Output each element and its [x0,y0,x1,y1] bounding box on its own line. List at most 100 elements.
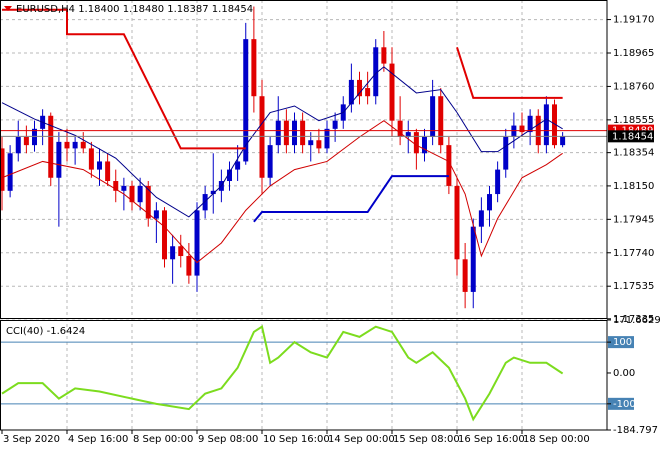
x-tick-label: 9 Sep 08:00 [198,434,258,445]
candle-body [227,169,232,182]
x-tick-label: 14 Sep 00:00 [328,434,395,445]
y-tick-label: 1.18965 [613,48,654,59]
y-tick-label: 171.6629 [613,315,660,326]
candle-body [0,148,5,191]
candle-body [405,132,411,137]
indicator-line [2,8,246,150]
y-tick-label: 1.19170 [613,15,654,26]
level-label-box [608,336,634,349]
candle-body [332,120,338,129]
candle-body [15,136,21,154]
candle-body [292,120,297,146]
indicator-title: CCI(40) -1.6424 [6,326,85,337]
y-tick-label: 1.18555 [613,115,654,126]
y-tick-label: 1.18354 [613,148,654,159]
candle-body [552,104,557,146]
indicator-line [1,120,563,264]
candle-body [413,132,419,154]
y-tick-label: 1.17535 [613,281,654,292]
candle-body [462,259,468,292]
x-tick-label: 16 Sep 16:00 [458,434,525,445]
candle-body [259,96,265,178]
x-tick-label: 3 Sep 2020 [3,434,60,445]
candle-body [511,125,517,137]
price-label-box [608,130,654,143]
candle-body [381,47,387,64]
candle-body [162,210,167,260]
candle-body [438,96,444,146]
candle-body [243,39,249,162]
candle-body [365,88,371,97]
y-tick-label: -100 [613,399,636,410]
candle-body [308,140,314,146]
y-tick-label: -184.797 [613,425,658,436]
level-label-box [608,397,634,410]
x-tick-label: 4 Sep 16:00 [68,434,128,445]
price-label: 1.18454 [612,131,653,142]
candle-body [430,96,436,137]
candle-body [527,115,533,133]
candle-body [202,194,208,211]
candle-body [32,128,37,146]
indicator-frame [0,320,608,431]
indicator-line [1,66,563,218]
candle-body [56,141,62,178]
candle-body [7,153,13,191]
candle-body [80,141,86,149]
y-tick-label: 1.18150 [613,181,654,192]
candle-body [194,210,200,276]
candle-body [235,161,241,170]
candle-body [48,115,54,178]
x-tick-label: 15 Sep 08:00 [393,434,460,445]
candle-body [186,256,192,276]
y-tick-label: 1.17945 [613,214,654,225]
candle-body [446,145,452,186]
candle-body [251,39,257,97]
candle-body [121,185,127,191]
candle-body [454,185,460,260]
candle-body [275,120,281,146]
candle-body [357,79,362,97]
candle-body [503,136,509,170]
candle-body [487,194,492,211]
candle-body [478,210,484,227]
candle-body [137,185,143,203]
y-tick-label: 100 [613,337,632,348]
candle-body [97,161,102,170]
candle-body [283,120,289,146]
candle-body [113,181,119,191]
chart-title: EURUSD,H4 1.18400 1.18480 1.18387 1.1845… [16,4,253,15]
y-tick-label: 0.00 [613,368,635,379]
candle-body [397,120,403,137]
collapse-icon[interactable] [4,6,12,11]
x-tick-label: 8 Sep 00:00 [133,434,193,445]
candle-body [560,136,566,146]
candle-body [23,136,29,146]
candle-body [373,47,379,97]
candle-body [105,161,111,182]
candle-body [543,104,549,146]
candle-body [170,246,176,260]
candle-body [316,140,322,149]
candle-body [348,79,354,105]
candle-body [153,210,159,219]
candle-body [470,226,476,292]
y-tick-label: 1.17335 [613,314,654,325]
candle-body [210,190,216,195]
y-tick-label: 1.18760 [613,81,654,92]
candle-body [129,185,135,203]
indicator-line [253,175,449,223]
candle-body [267,145,273,178]
candle-body [300,120,306,146]
x-tick-label: 18 Sep 00:00 [523,434,590,445]
indicator-line [456,46,563,99]
main-frame [0,0,608,319]
candle-body [519,125,525,133]
candle-body [389,63,395,121]
candle-body [145,185,151,219]
candle-body [178,246,184,257]
candle-body [324,128,330,149]
candle-body [64,141,70,149]
